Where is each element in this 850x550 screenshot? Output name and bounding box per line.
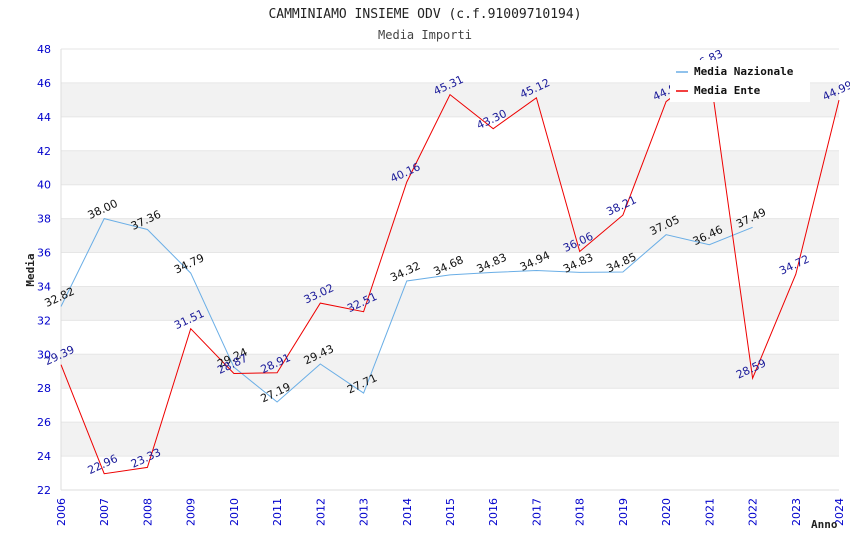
series-line-media-nazionale xyxy=(60,218,753,403)
y-tick-label: 48 xyxy=(37,43,51,56)
y-tick-label: 30 xyxy=(37,348,51,361)
grid-band xyxy=(61,320,839,355)
chart-title: CAMMINIAMO INSIEME ODV (c.f.91009710194) xyxy=(268,7,581,22)
x-tick-label: 2024 xyxy=(833,498,846,526)
grid-lines xyxy=(60,48,839,491)
y-axis-ticks: 22 24 26 28 30 32 34 36 38 40 42 44 46 48 xyxy=(37,43,51,497)
x-tick-label: 2020 xyxy=(660,498,673,526)
x-tick-label: 2022 xyxy=(747,498,760,526)
x-tick-label: 2006 xyxy=(55,498,68,526)
x-tick-label: 2008 xyxy=(141,498,154,526)
x-tick-label: 2015 xyxy=(444,498,457,526)
grid-band xyxy=(61,252,839,287)
grid-band xyxy=(61,150,839,185)
x-tick-label: 2023 xyxy=(790,498,803,526)
y-tick-label: 38 xyxy=(37,213,51,226)
y-tick-label: 34 xyxy=(37,280,51,293)
legend: Media Nazionale Media Ente xyxy=(670,60,810,102)
grid-band xyxy=(61,286,839,321)
grid-band xyxy=(61,354,839,389)
x-tick-label: 2013 xyxy=(358,498,371,526)
grid-band xyxy=(61,116,839,151)
x-tick-label: 2010 xyxy=(228,498,241,526)
y-tick-label: 28 xyxy=(37,382,51,395)
legend-label-media-nazionale: Media Nazionale xyxy=(694,65,794,78)
x-tick-label: 2014 xyxy=(401,498,414,526)
grid-band xyxy=(61,422,839,457)
y-tick-label: 36 xyxy=(37,247,51,260)
x-tick-label: 2021 xyxy=(703,498,716,526)
y-tick-label: 46 xyxy=(37,77,51,90)
y-tick-label: 26 xyxy=(37,416,51,429)
y-tick-label: 32 xyxy=(37,314,51,327)
x-tick-label: 2012 xyxy=(314,498,327,526)
x-tick-label: 2007 xyxy=(98,498,111,526)
x-tick-label: 2019 xyxy=(617,498,630,526)
y-tick-label: 24 xyxy=(37,450,51,463)
x-tick-label: 2017 xyxy=(530,498,543,526)
y-axis-title: Media xyxy=(24,253,37,286)
x-tick-label: 2011 xyxy=(271,498,284,526)
x-axis-ticks: 2006 2007 2008 2009 2010 2011 2012 2013 2014 2015… xyxy=(55,498,846,526)
y-tick-label: 22 xyxy=(37,484,51,497)
legend-label-media-ente: Media Ente xyxy=(694,84,761,97)
legend-box xyxy=(670,60,810,102)
x-tick-label: 2016 xyxy=(487,498,500,526)
y-tick-label: 42 xyxy=(37,145,51,158)
chart-subtitle: Media Importi xyxy=(378,28,472,42)
y-tick-label: 44 xyxy=(37,111,51,124)
grid-band xyxy=(61,184,839,219)
x-tick-label: 2009 xyxy=(185,498,198,526)
y-tick-label: 40 xyxy=(37,179,51,192)
grid-band xyxy=(61,456,839,490)
grid-band xyxy=(61,388,839,423)
x-axis-title: Anno xyxy=(811,518,838,531)
x-tick-label: 2018 xyxy=(574,498,587,526)
grid-band xyxy=(61,218,839,253)
